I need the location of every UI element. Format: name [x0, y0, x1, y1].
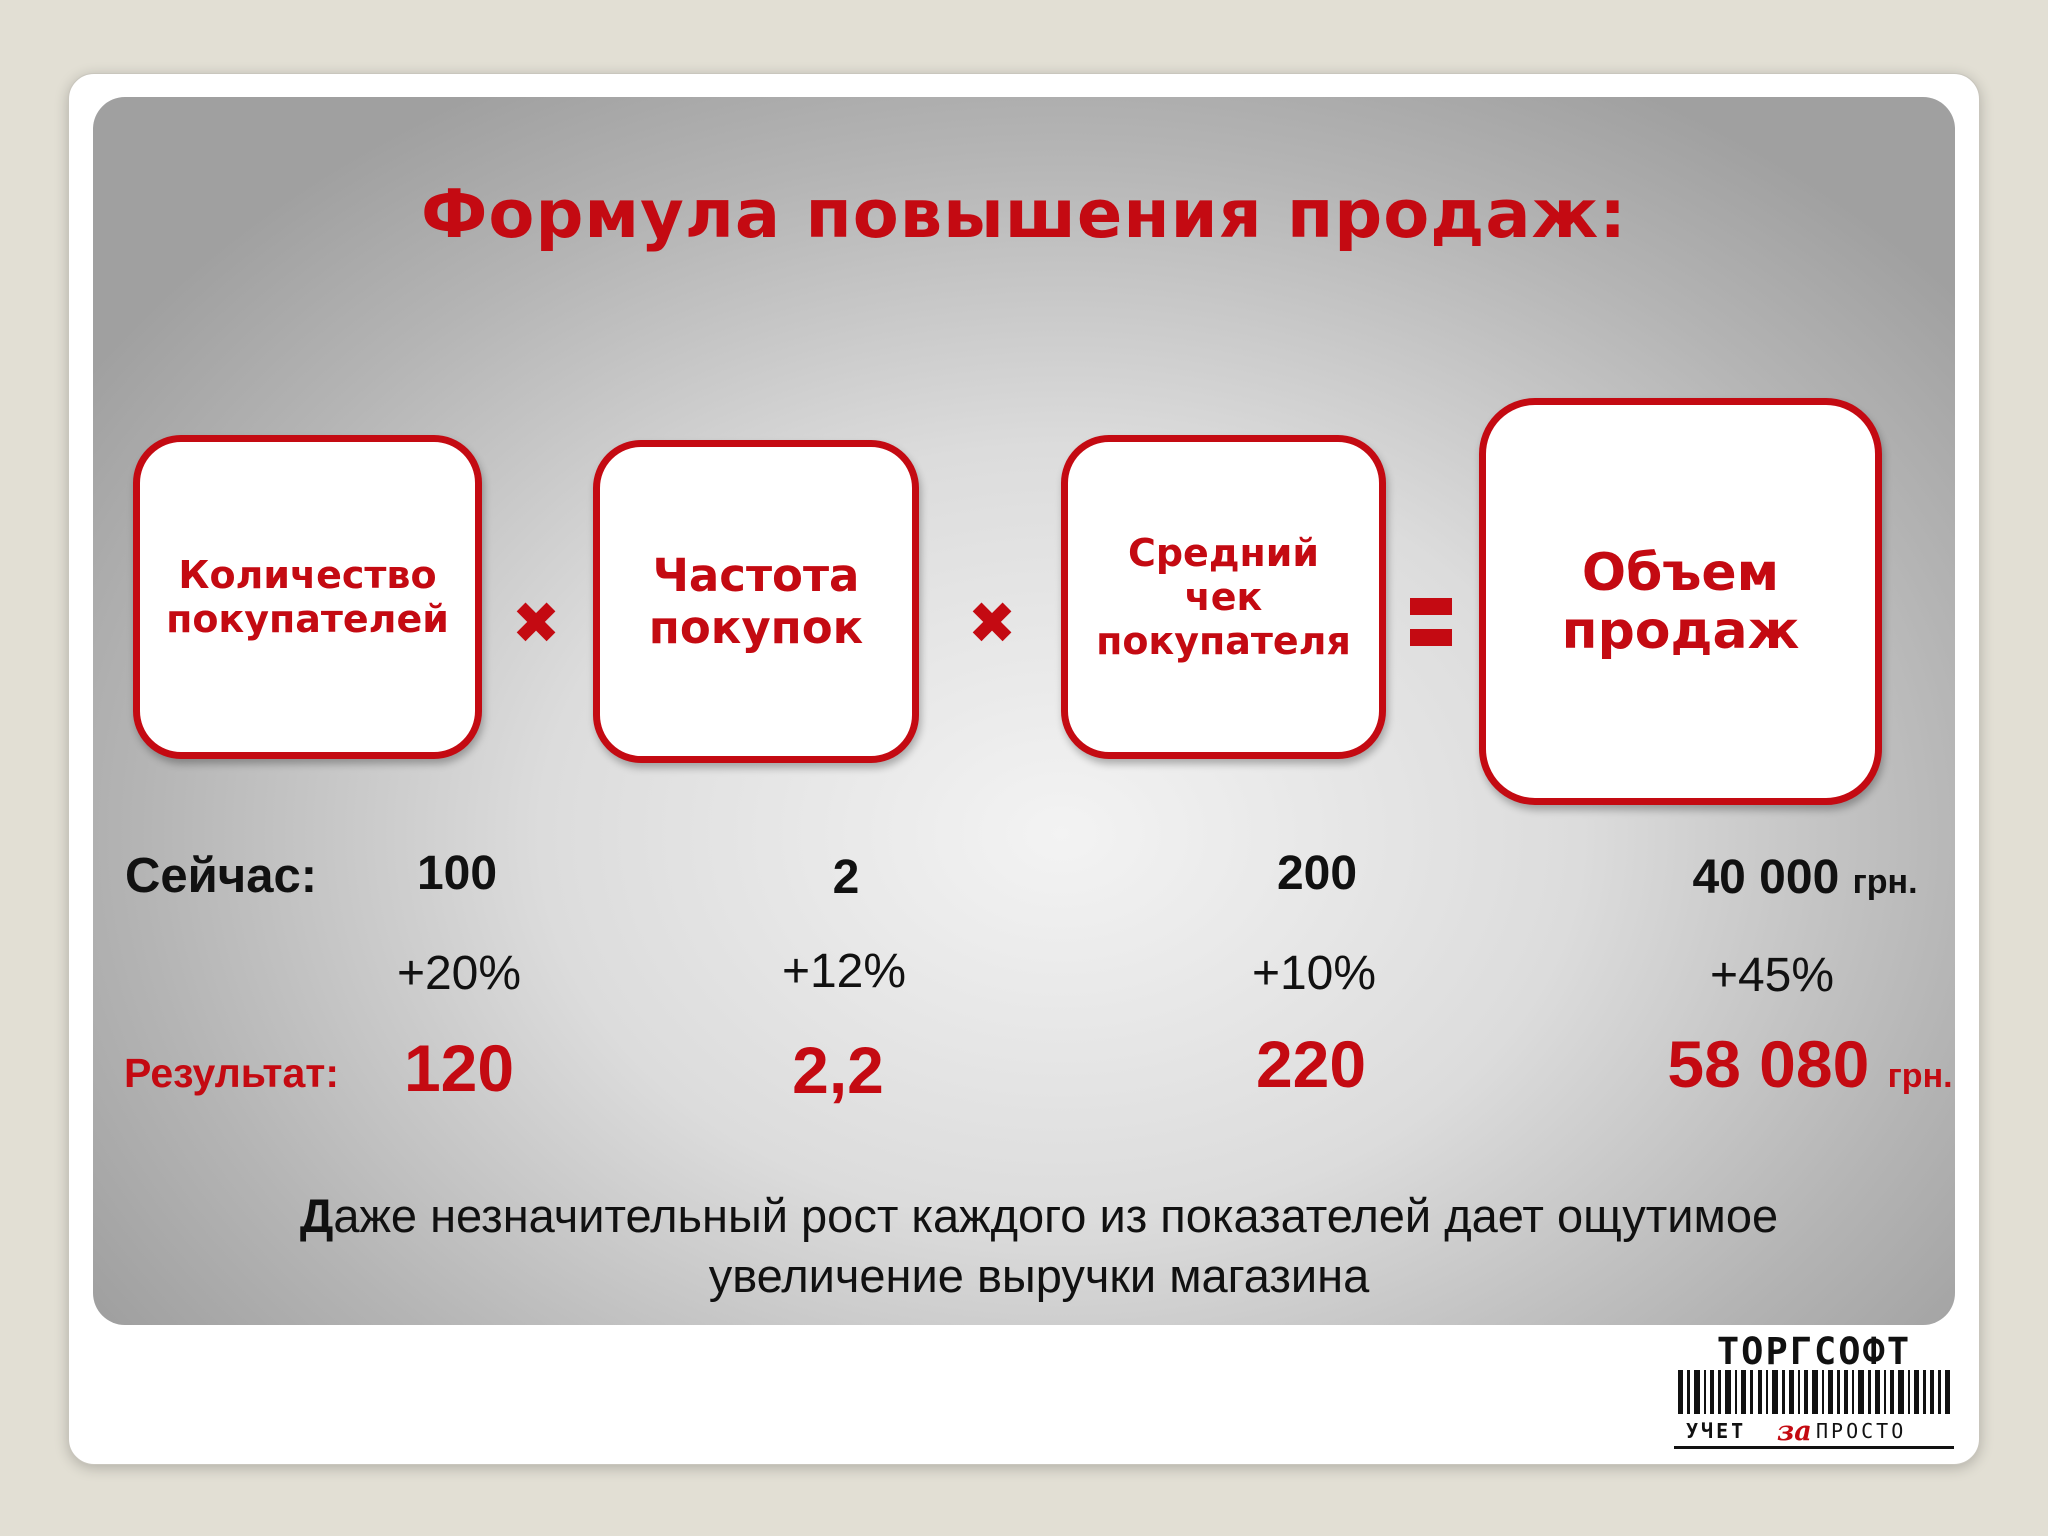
logo-tagline-mid: за	[1777, 1416, 1812, 1447]
result-label: Результат:	[124, 1050, 340, 1096]
conclusion-line-1: Даже незначительный рост каждого из пока…	[0, 1186, 2048, 1246]
multiply-sign-2: ✖	[967, 589, 1017, 657]
customers-count-line-1: Количество	[178, 553, 437, 597]
result-customers: 120	[403, 1031, 515, 1105]
purchase-frequency-line-1: Частота	[652, 548, 860, 602]
conclusion-bold-letter: Д	[299, 1189, 334, 1242]
logo-tagline-left: УЧЕТ	[1686, 1419, 1746, 1443]
sales-volume-line-2: продаж	[1561, 600, 1800, 661]
multiply-sign-1: ✖	[511, 589, 561, 657]
sales-volume-box: Объем продаж	[1479, 398, 1882, 805]
purchase-frequency-line-2: покупок	[648, 600, 864, 654]
equals-sign	[1402, 598, 1458, 650]
result-total-unit: грн.	[1887, 1057, 1953, 1095]
purchase-frequency-box: Частота покупок	[593, 440, 919, 763]
result-total-value: 58 080	[1667, 1027, 1870, 1101]
torgsoft-logo-graphic: ТОРГСОФТ УЧЕТ за ПРОСТО	[1670, 1330, 1958, 1452]
growth-customers: +20%	[396, 947, 522, 1000]
result-average-check: 220	[1255, 1027, 1367, 1101]
slide-title: Формула повышения продаж:	[420, 175, 1628, 253]
current-frequency: 2	[832, 851, 860, 904]
average-check-line-3: покупателя	[1096, 619, 1351, 663]
growth-sales-volume: +45%	[1709, 949, 1835, 1002]
conclusion-line-2: увеличение выручки магазина	[708, 1249, 1370, 1302]
customers-count-line-2: покупателей	[166, 597, 449, 641]
conclusion-text: Даже незначительный рост каждого из пока…	[0, 1186, 2048, 1306]
growth-average-check: +10%	[1251, 947, 1377, 1000]
result-frequency: 2,2	[792, 1033, 884, 1107]
torgsoft-logo: ТОРГСОФТ УЧЕТ за ПРОСТО	[1670, 1330, 1958, 1452]
current-label: Сейчас:	[125, 849, 318, 903]
logo-tagline-right: ПРОСТО	[1816, 1419, 1906, 1443]
logo-brand-text: ТОРГСОФТ	[1717, 1330, 1911, 1373]
current-customers: 100	[416, 847, 498, 900]
average-check-line-2: чек	[1184, 575, 1263, 619]
sales-volume-line-1: Объем	[1581, 542, 1780, 603]
current-average-check: 200	[1276, 847, 1358, 900]
average-check-box: Средний чек покупателя	[1061, 435, 1386, 759]
barcode-icon	[1678, 1370, 1950, 1428]
current-total-unit: грн.	[1852, 863, 1918, 901]
result-sales-volume: 58 080 грн.	[1640, 1026, 1980, 1102]
customers-count-box: Количество покупателей	[133, 435, 482, 759]
average-check-line-1: Средний	[1127, 531, 1320, 575]
growth-frequency: +12%	[781, 945, 907, 998]
conclusion-line-1-text: аже незначительный рост каждого из показ…	[333, 1189, 1779, 1242]
current-sales-volume: 40 000 грн.	[1655, 850, 1955, 905]
current-total-value: 40 000	[1692, 851, 1840, 904]
